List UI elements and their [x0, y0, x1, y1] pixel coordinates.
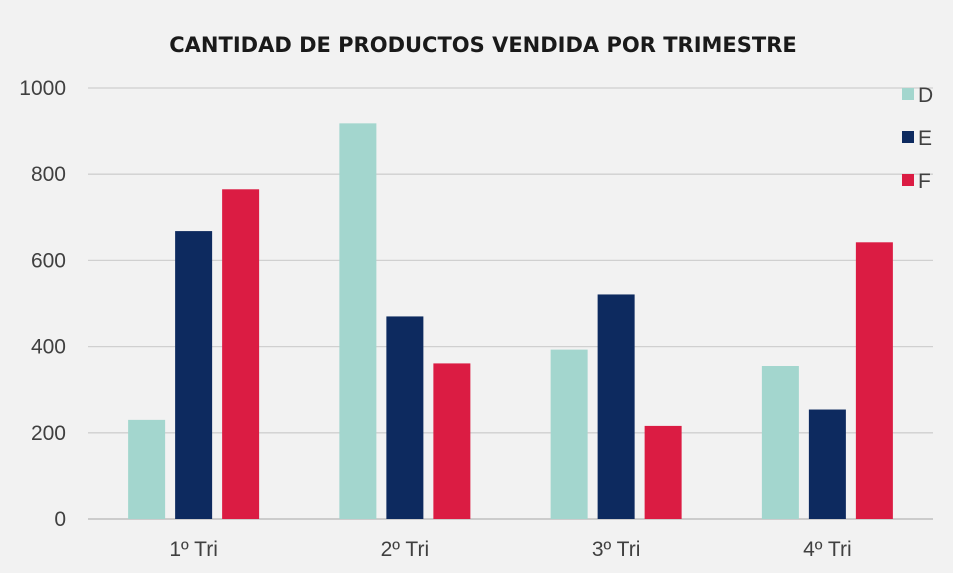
chart-title: CANTIDAD DE PRODUCTOS VENDIDA POR TRIMES…: [169, 33, 796, 57]
x-axis-ticks: 1º Tri 2º Tri 3º Tri 4º Tri: [169, 538, 851, 561]
bar-e-3: [597, 294, 635, 519]
legend-swatch-f: [902, 174, 914, 186]
legend: DEF: [902, 84, 933, 193]
y-tick-label: 0: [54, 508, 66, 531]
bar-f-4: [855, 242, 893, 519]
bar-d-2: [339, 123, 377, 519]
bar-e-1: [175, 231, 213, 520]
bars: [128, 123, 893, 520]
y-tick-label: 600: [31, 249, 66, 272]
y-tick-label: 200: [31, 422, 66, 445]
bar-e-4: [808, 409, 846, 519]
x-tick-label: 1º Tri: [169, 538, 218, 561]
legend-label-e: E: [918, 127, 932, 150]
bar-f-2: [433, 363, 471, 519]
legend-swatch-e: [902, 131, 914, 143]
x-tick-label: 4º Tri: [803, 538, 852, 561]
x-tick-label: 2º Tri: [381, 538, 430, 561]
legend-swatch-d: [902, 88, 914, 100]
legend-label-d: D: [918, 84, 933, 107]
bar-d-1: [128, 419, 166, 519]
bar-f-1: [222, 189, 260, 519]
bar-d-4: [761, 365, 799, 519]
y-tick-label: 400: [31, 336, 66, 359]
y-tick-label: 800: [31, 163, 66, 186]
bar-f-3: [644, 425, 682, 519]
legend-label-f: F: [918, 170, 931, 193]
y-tick-label: 1000: [19, 77, 66, 100]
x-tick-label: 3º Tri: [592, 538, 641, 561]
bar-e-2: [386, 316, 424, 519]
y-axis-ticks: 0 200 400 600 800 1000: [19, 77, 66, 531]
gridlines: [88, 87, 933, 520]
bar-d-3: [550, 349, 588, 519]
